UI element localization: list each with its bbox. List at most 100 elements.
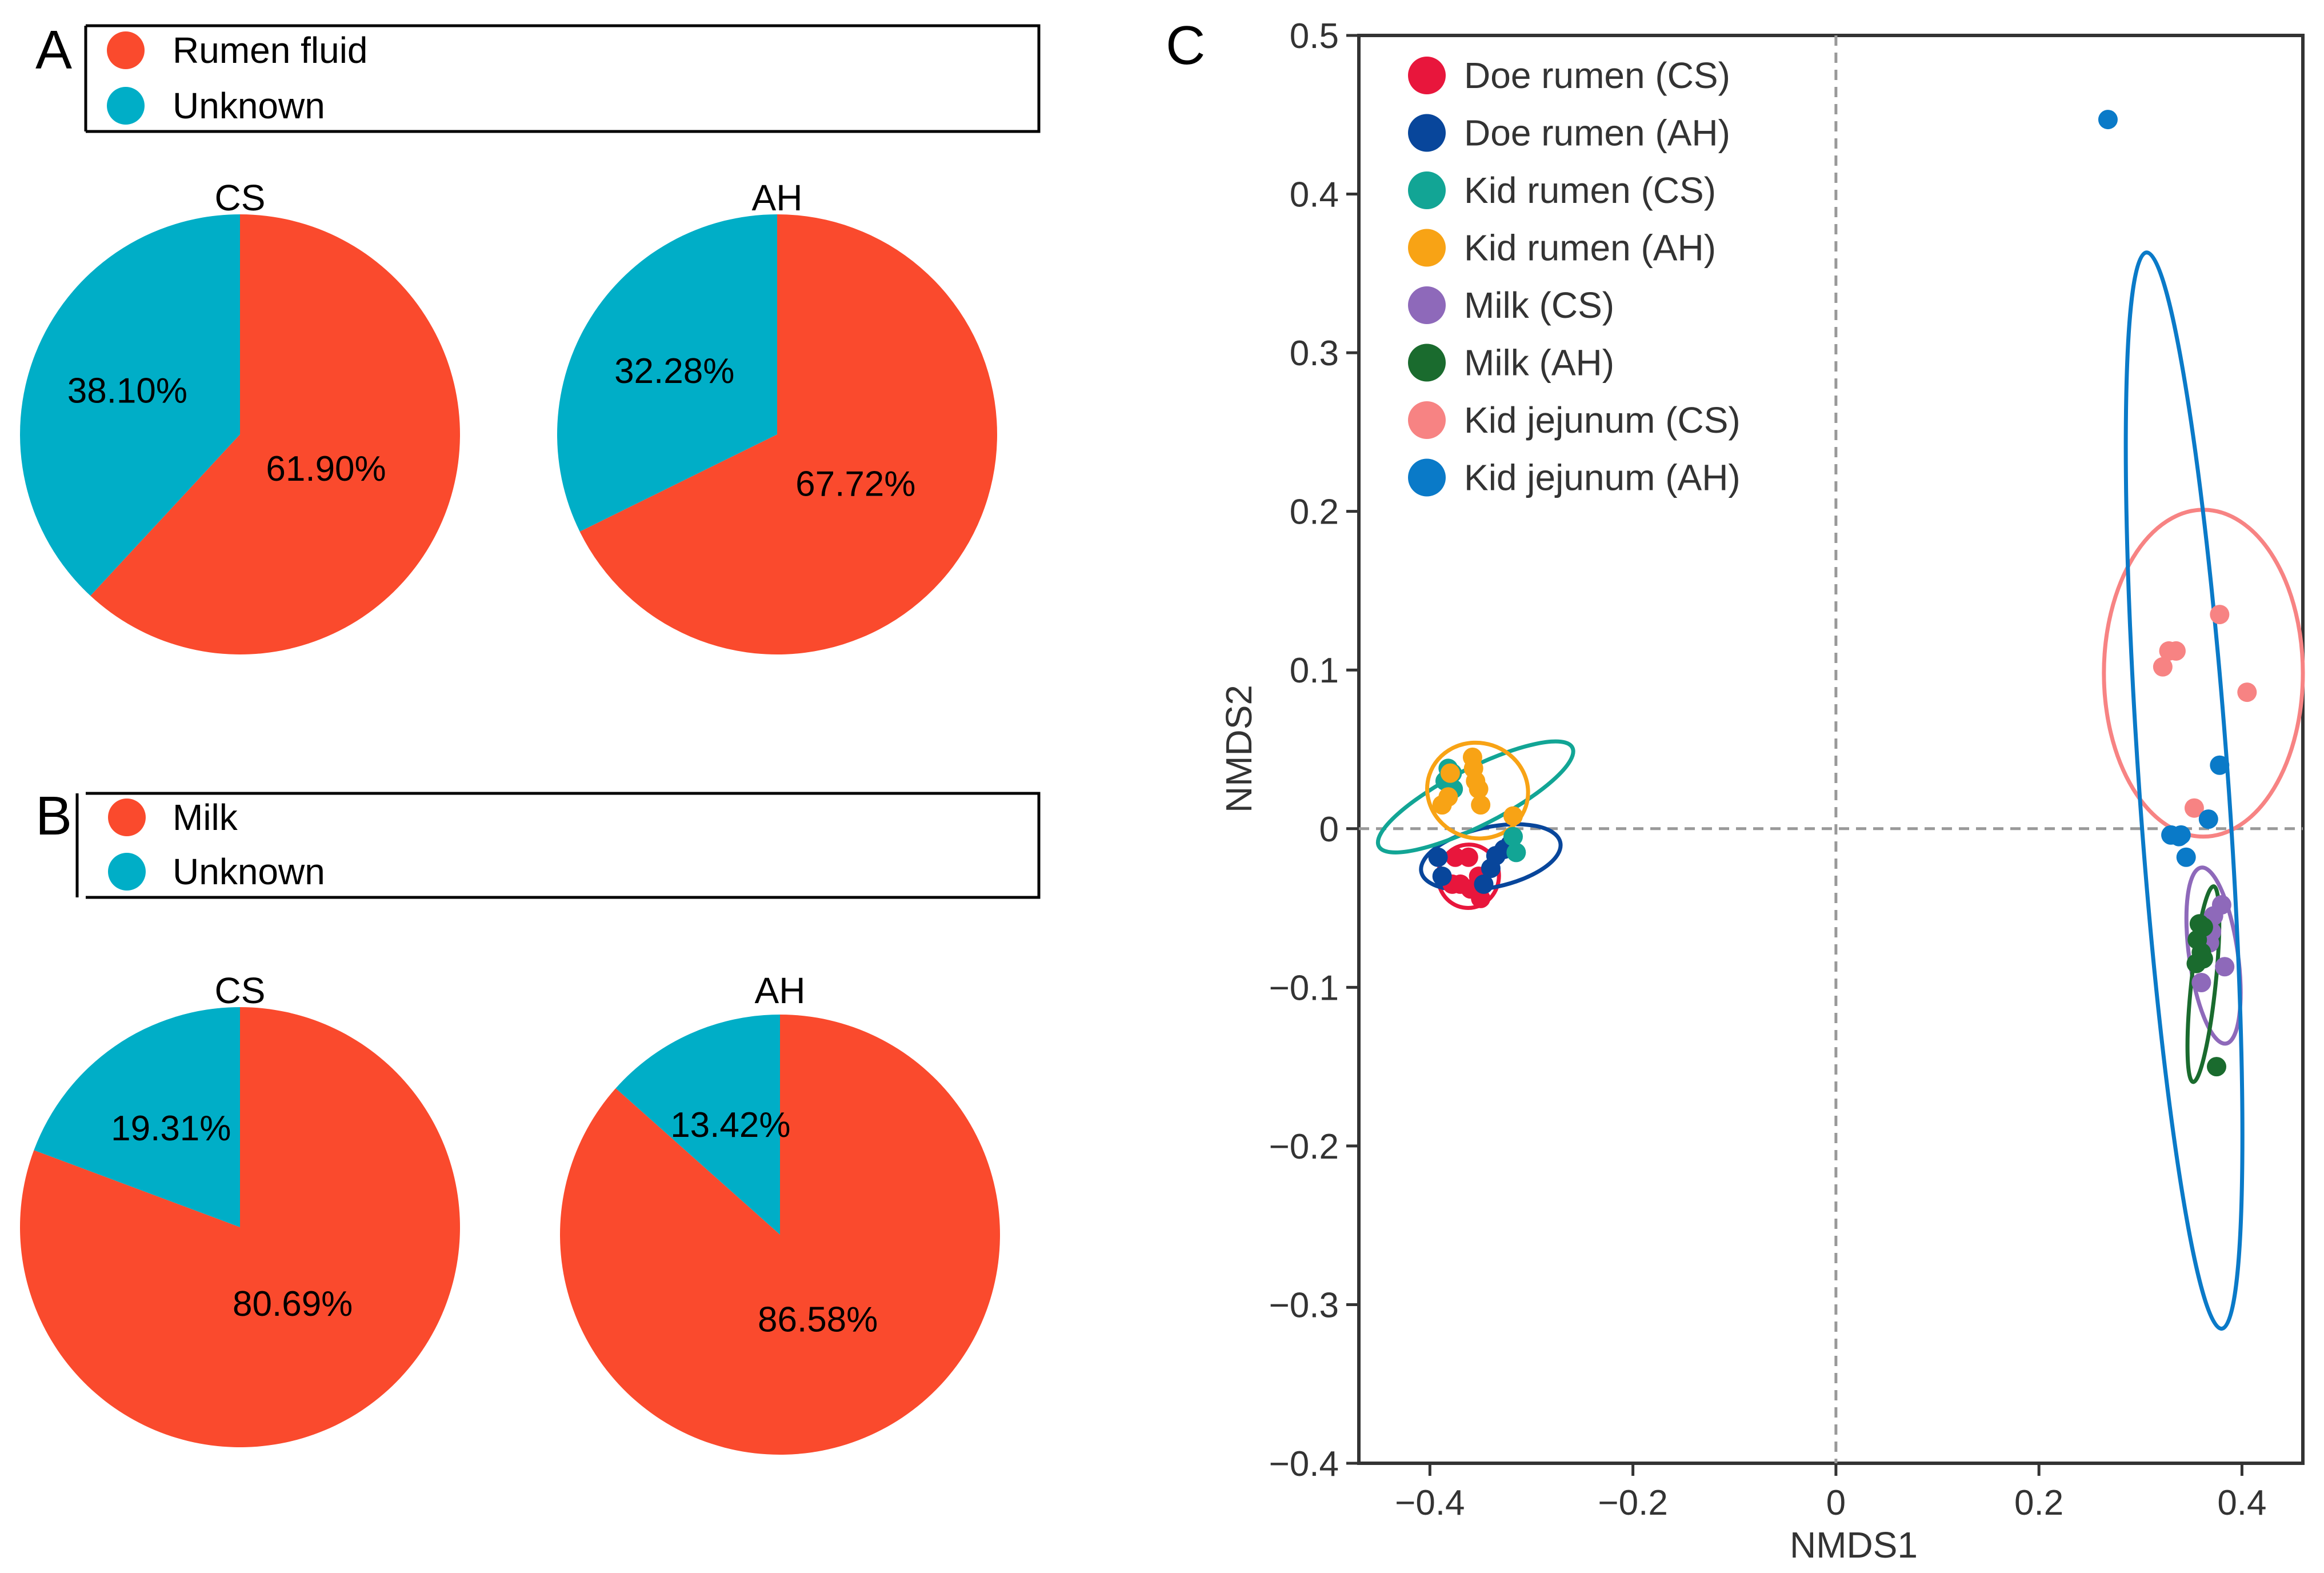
- legend-swatch: [1408, 57, 1446, 94]
- legend-swatch: [1408, 171, 1446, 209]
- y-tick-label: 0.5: [1290, 17, 1339, 56]
- y-axis-label: NMDS2: [1218, 685, 1259, 813]
- plot-frame: [1357, 34, 2305, 1465]
- point-kid-rumen-cs-: [1506, 843, 1526, 863]
- legend-A-label-rumen: Rumen fluid: [173, 30, 368, 71]
- pie-A-AH: AH 67.72% 32.28%: [557, 177, 997, 654]
- pie-slice-rumen-fluid: [579, 214, 997, 654]
- legend-swatch: [1408, 114, 1446, 152]
- point-milk-cs-: [2191, 973, 2211, 993]
- pie-title: AH: [752, 177, 803, 218]
- ellipse-milk-ah-: [2185, 884, 2222, 1084]
- point-milk-ah-: [2193, 949, 2213, 969]
- legend-label: Milk (CS): [1464, 285, 1614, 326]
- x-tick-label: −0.4: [1395, 1483, 1465, 1523]
- point-kid-jejunum-ah-: [2176, 847, 2196, 867]
- point-kid-jejunum-cs-: [2210, 605, 2230, 625]
- point-doe-rumen-ah-: [1474, 874, 1494, 894]
- legend-swatch: [1408, 229, 1446, 267]
- pie-slice-rumen-fluid: [90, 214, 460, 654]
- point-kid-rumen-ah-: [1471, 795, 1491, 815]
- legend-swatch: [1408, 344, 1446, 382]
- pie-slice-unknown: [20, 214, 241, 596]
- point-kid-rumen-ah-: [1438, 787, 1458, 807]
- point-doe-rumen-ah-: [1428, 847, 1448, 867]
- point-milk-cs-: [2215, 957, 2235, 977]
- y-tick-label: −0.3: [1269, 1285, 1339, 1325]
- point-doe-rumen-ah-: [1432, 867, 1452, 887]
- pie-charts: CS 61.90% 38.10% AH 67.72% 32.28% CS 80.69% 19.3…: [19, 177, 1000, 1455]
- pie-slice-label: 61.90%: [266, 449, 386, 489]
- panel-letter-A: A: [35, 19, 72, 81]
- y-tick-label: 0.2: [1290, 493, 1339, 532]
- y-tick-label: −0.2: [1269, 1127, 1339, 1167]
- ellipse-kid-jejunum-ah-: [2123, 250, 2245, 1331]
- legend-A-label-unknown: Unknown: [173, 85, 325, 126]
- point-kid-jejunum-ah-: [2198, 809, 2218, 829]
- legend-label: Kid jejunum (AH): [1464, 457, 1741, 498]
- point-kid-jejunum-cs-: [2166, 641, 2186, 661]
- legend-B-box: [86, 792, 1041, 899]
- legend-label: Kid rumen (CS): [1464, 170, 1716, 211]
- y-tick-label: −0.4: [1269, 1444, 1339, 1484]
- legend-label: Doe rumen (CS): [1464, 55, 1730, 96]
- pie-slice-unknown: [557, 214, 777, 532]
- pie-A-CS: CS 61.90% 38.10%: [20, 177, 460, 654]
- x-axis-label: NMDS1: [1790, 1524, 1918, 1566]
- pie-slice-label: 13.42%: [670, 1105, 790, 1145]
- y-tick-label: 0.3: [1290, 334, 1339, 373]
- legend-A-box: [86, 24, 1041, 133]
- y-tick-label: 0.1: [1290, 651, 1339, 690]
- y-tick-label: 0.4: [1290, 175, 1339, 215]
- pie-slice-label: 19.31%: [111, 1109, 231, 1148]
- x-tick-label: 0: [1826, 1483, 1846, 1523]
- panel-letter-C: C: [1166, 15, 1205, 76]
- legend-A-rumen-swatch: [107, 31, 145, 69]
- legend-A: Rumen fluid Unknown: [84, 24, 1041, 133]
- point-kid-rumen-ah-: [1503, 806, 1523, 826]
- legend-swatch: [1408, 286, 1446, 324]
- panel-letter-B: B: [35, 785, 72, 847]
- point-kid-jejunum-cs-: [2237, 682, 2257, 702]
- pie-slice-label: 86.58%: [758, 1300, 878, 1340]
- legend-label: Doe rumen (AH): [1464, 113, 1730, 154]
- legend-label: Kid jejunum (CS): [1464, 400, 1741, 441]
- legend-swatch: [1408, 401, 1446, 439]
- nmds-scatter: 0.5 0.4 0.3 0.2 0.1 0 −0.1 −0.2 −0.3 −0.4 −0.4 −0.2…: [1218, 17, 2305, 1566]
- point-milk-ah-: [2207, 1057, 2227, 1077]
- ellipse-kid-rumen-cs-: [1375, 739, 1575, 855]
- legend-B-milk-swatch: [108, 799, 146, 836]
- pie-slice-label: 67.72%: [795, 464, 915, 504]
- pie-slice-label: 32.28%: [614, 352, 734, 391]
- legend-label: Milk (AH): [1464, 342, 1614, 384]
- legend-B-unknown-swatch: [108, 853, 146, 891]
- legend-B-label-unknown: Unknown: [173, 851, 325, 892]
- pie-B-AH: AH 86.58% 13.42%: [559, 970, 1000, 1455]
- legend-B-label-milk: Milk: [173, 797, 238, 838]
- point-doe-rumen-cs-: [1458, 847, 1478, 867]
- point-kid-jejunum-ah-: [2098, 110, 2118, 130]
- pie-title: CS: [215, 177, 266, 218]
- point-kid-jejunum-cs-: [2153, 657, 2173, 677]
- point-kid-rumen-ah-: [1440, 763, 1460, 783]
- pie-title: CS: [215, 970, 266, 1011]
- pie-B-CS: CS 80.69% 19.31%: [19, 970, 460, 1448]
- pie-slice-label: 38.10%: [67, 372, 187, 411]
- point-kid-jejunum-cs-: [2184, 798, 2204, 818]
- ellipse-doe-rumen-ah-: [1419, 822, 1563, 892]
- x-tick-label: −0.2: [1598, 1483, 1667, 1523]
- legend-B: Milk Unknown: [75, 792, 1041, 899]
- x-tick-label: 0.4: [2217, 1483, 2266, 1523]
- x-tick-label: 0.2: [2014, 1483, 2063, 1523]
- legend-swatch: [1408, 458, 1446, 497]
- point-kid-rumen-cs-: [1503, 827, 1523, 847]
- ellipse-kid-rumen-ah-: [1425, 740, 1530, 841]
- pie-title: AH: [755, 970, 806, 1011]
- y-tick-label: −0.1: [1269, 968, 1339, 1008]
- y-tick-label: 0: [1319, 810, 1339, 849]
- pie-slice-unknown: [615, 1015, 780, 1235]
- pie-slice-label: 80.69%: [233, 1284, 353, 1324]
- legend-A-unknown-swatch: [107, 87, 145, 125]
- pie-slice-milk: [19, 1007, 460, 1448]
